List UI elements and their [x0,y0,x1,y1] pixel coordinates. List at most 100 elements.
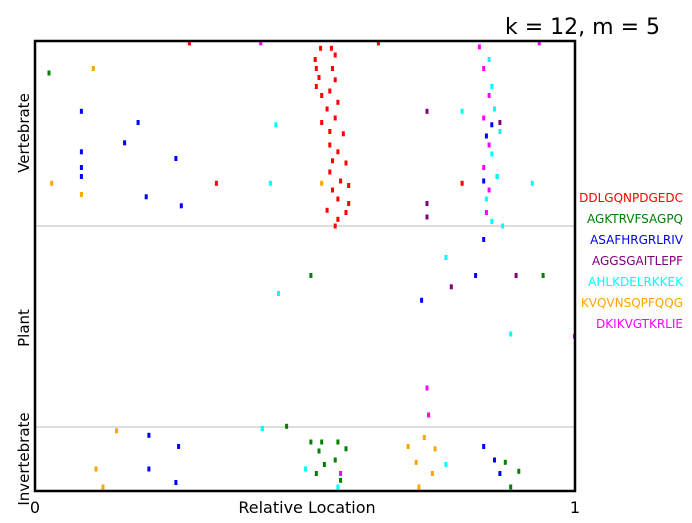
data-point-5-10 [414,459,418,465]
data-point-1-7 [344,446,348,452]
data-point-1-9 [333,457,337,463]
data-point-0-19 [328,142,332,148]
plot-frame [33,39,577,493]
data-point-1-5 [336,439,340,445]
group-label-plant: Plant [15,309,33,347]
legend-entry-1: AGKTRVFSAGPQ [587,212,683,226]
data-point-4-18 [336,484,340,490]
data-point-4-5 [495,174,499,179]
data-points [47,40,576,490]
data-point-0-22 [344,160,348,166]
data-point-2-13 [474,273,478,278]
data-point-4-1 [490,84,494,89]
data-point-2-8 [179,203,183,209]
data-point-5-3 [320,180,324,186]
data-point-2-5 [79,165,83,170]
data-point-5-8 [422,435,426,440]
data-point-2-14 [420,297,424,303]
data-point-4-14 [277,291,280,296]
legend-entry-4: AHLKDELRKKEK [588,275,684,289]
data-point-5-11 [430,471,434,476]
data-point-1-15 [285,423,289,429]
data-point-0-8 [317,75,321,80]
data-point-6-1 [477,44,481,50]
data-point-0-23 [328,169,332,175]
data-point-0-24 [339,178,343,184]
data-point-1-12 [503,459,507,465]
data-point-6-0 [259,40,263,46]
data-point-1-11 [339,477,343,483]
data-point-4-10 [268,180,272,186]
data-point-0-0 [187,40,191,46]
data-point-2-11 [482,178,486,184]
data-point-0-13 [336,99,340,105]
data-point-4-19 [444,462,448,467]
data-point-0-4 [313,57,317,62]
data-point-2-12 [482,237,486,242]
data-point-2-2 [123,140,127,146]
data-point-2-17 [147,466,151,472]
data-point-1-4 [320,439,324,445]
data-point-5-7 [406,444,410,449]
data-point-4-9 [274,122,278,128]
data-point-4-13 [444,255,448,260]
chart-title: k = 12, m = 5 [505,15,660,40]
x-tick-label-1: 1 [570,498,580,517]
data-point-3-4 [514,273,518,278]
data-point-4-17 [304,466,307,472]
data-point-0-32 [333,223,337,229]
data-point-2-4 [174,156,178,161]
legend: DDLGQNPDGEDC AGKTRVFSAGPQ ASAFHRGRLRIV AGGS… [579,191,684,331]
data-point-1-6 [317,448,321,454]
data-point-4-7 [490,219,494,224]
data-point-2-18 [174,480,178,485]
legend-entry-0: DDLGQNPDGEDC [579,191,683,205]
data-point-4-3 [498,129,502,134]
data-point-0-1 [376,40,380,46]
data-point-6-2 [537,40,541,46]
x-axis-label: Relative Location [238,498,375,517]
data-point-5-2 [79,192,83,197]
legend-entry-5: KVQVNSQPFQQG [581,296,683,310]
data-point-4-0 [487,57,491,62]
data-point-6-3 [482,66,486,71]
data-point-2-0 [79,108,83,114]
data-point-4-8 [501,223,505,229]
group-separator-lines [35,225,575,428]
data-point-0-12 [320,93,324,98]
data-point-4-4 [490,151,494,157]
x-tick-label-0: 0 [30,498,40,517]
data-point-5-0 [91,66,95,71]
data-point-3-1 [425,201,429,206]
data-point-2-19 [482,444,486,449]
data-point-6-4 [487,93,491,98]
data-point-2-20 [493,457,496,463]
data-point-1-1 [309,273,313,278]
data-point-1-2 [541,273,545,278]
data-point-6-10 [425,385,429,391]
data-point-2-6 [79,174,83,179]
data-point-3-2 [425,214,429,220]
data-point-0-11 [328,88,332,94]
data-point-0-10 [314,84,318,89]
data-point-5-6 [101,484,105,490]
data-point-2-9 [490,122,494,128]
data-point-6-7 [482,165,486,170]
data-point-0-26 [331,187,334,193]
data-point-1-14 [509,484,513,490]
data-point-2-1 [136,120,140,125]
group-label-invertebrate: Invertebrate [15,412,33,505]
data-point-0-5 [333,52,337,58]
group-label-vertebrate: Vertebrate [15,93,33,173]
data-point-0-33 [214,180,218,186]
data-point-0-28 [347,201,351,206]
data-point-0-17 [328,129,332,134]
data-point-6-9 [484,210,488,215]
data-point-6-11 [427,412,431,418]
data-point-1-3 [309,439,313,445]
data-point-1-10 [314,471,318,476]
legend-entry-2: ASAFHRGRLRIV [590,233,684,247]
data-point-0-34 [460,180,464,186]
data-point-0-27 [336,196,340,202]
